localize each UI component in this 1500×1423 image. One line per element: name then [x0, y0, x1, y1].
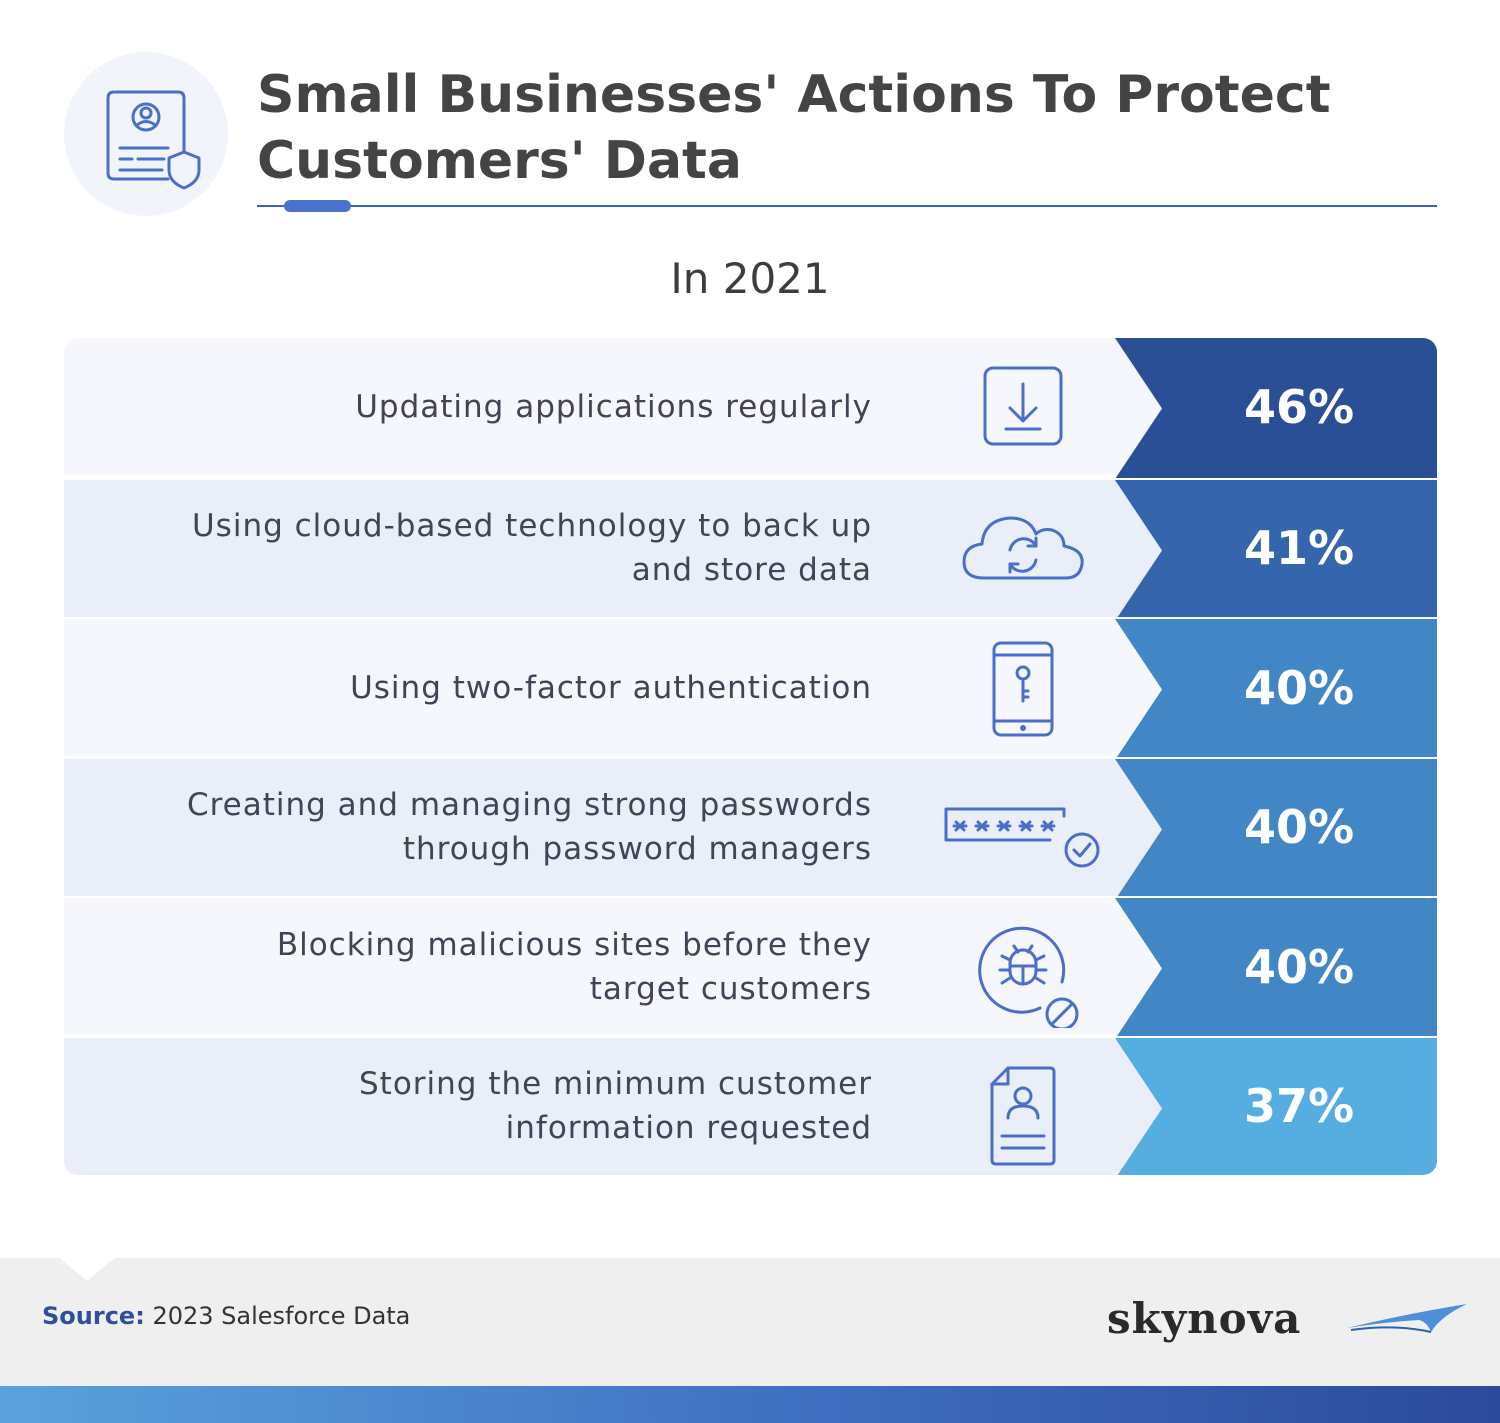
value-band — [1115, 619, 1437, 765]
footer-notch — [58, 1257, 116, 1281]
row-label-line: Blocking malicious sites before they — [276, 926, 872, 963]
source-text: 2023 Salesforce Data — [152, 1302, 411, 1330]
row-label: Updating applications regularly — [112, 385, 872, 429]
phone-key-icon — [930, 637, 1116, 754]
table-row: Using two-factor authentication 40% — [64, 617, 1437, 760]
row-value: 46% — [1243, 379, 1355, 434]
row-label-line: and store data — [631, 552, 872, 588]
row-value: 41% — [1243, 521, 1355, 575]
value-band — [1115, 479, 1437, 626]
cloud-sync-icon — [930, 498, 1116, 615]
row-value: 40% — [1243, 800, 1355, 854]
id-card-shield-icon — [106, 90, 201, 190]
row-label-line: through password managers — [402, 831, 872, 867]
bug-blocked-icon — [930, 916, 1116, 1033]
row-value: 40% — [1243, 660, 1355, 715]
header-icon-badge — [64, 52, 228, 216]
brand-logo: skynova — [1107, 1294, 1302, 1343]
value-band — [1115, 758, 1437, 905]
row-label: Using two-factor authentication — [112, 666, 872, 710]
data-table: Updating applications regularly 46% Using … — [64, 338, 1437, 1175]
row-label-line: Using cloud-based technology to back up — [191, 508, 872, 544]
table-row: Blocking malicious sites before they targ… — [64, 896, 1437, 1039]
bottom-gradient-bar — [0, 1386, 1500, 1423]
download-icon — [930, 356, 1116, 473]
row-label-line: Updating applications regularly — [355, 388, 872, 425]
source-label: Source: — [42, 1302, 145, 1330]
value-band — [1115, 338, 1437, 484]
row-label-line: target customers — [589, 970, 872, 1007]
title-accent-bar — [284, 200, 351, 212]
row-label-line: Storing the minimum customer — [358, 1066, 872, 1102]
chart-subtitle: In 2021 — [670, 254, 830, 303]
row-value: 40% — [1243, 939, 1355, 994]
value-band — [1115, 1037, 1437, 1175]
row-value: 37% — [1243, 1079, 1355, 1133]
brand-swoosh-icon — [1347, 1304, 1467, 1333]
table-row: Creating and managing strong passwords th… — [64, 756, 1437, 900]
user-document-icon — [930, 1056, 1116, 1173]
row-label-line: information requested — [505, 1110, 872, 1146]
page-title: Small Businesses' Actions To Protect Cus… — [257, 65, 1331, 191]
password-check-icon — [930, 777, 1116, 894]
table-row: Storing the minimum customer information … — [64, 1035, 1437, 1175]
table-row: Using cloud-based technology to back up a… — [64, 477, 1437, 621]
row-label-line: Creating and managing strong passwords — [186, 787, 872, 823]
row-label: Blocking malicious sites before they targ… — [112, 923, 872, 1011]
footer — [0, 1258, 1500, 1386]
source-note: Source: 2023 Salesforce Data — [42, 1302, 410, 1330]
table-row: Updating applications regularly 46% — [64, 338, 1437, 479]
title-divider — [257, 205, 1437, 207]
row-label: Using cloud-based technology to back up a… — [112, 504, 872, 592]
row-label: Storing the minimum customer information … — [112, 1062, 872, 1150]
value-band — [1115, 898, 1437, 1044]
row-label: Creating and managing strong passwords th… — [112, 783, 872, 871]
row-label-line: Using two-factor authentication — [350, 669, 872, 706]
